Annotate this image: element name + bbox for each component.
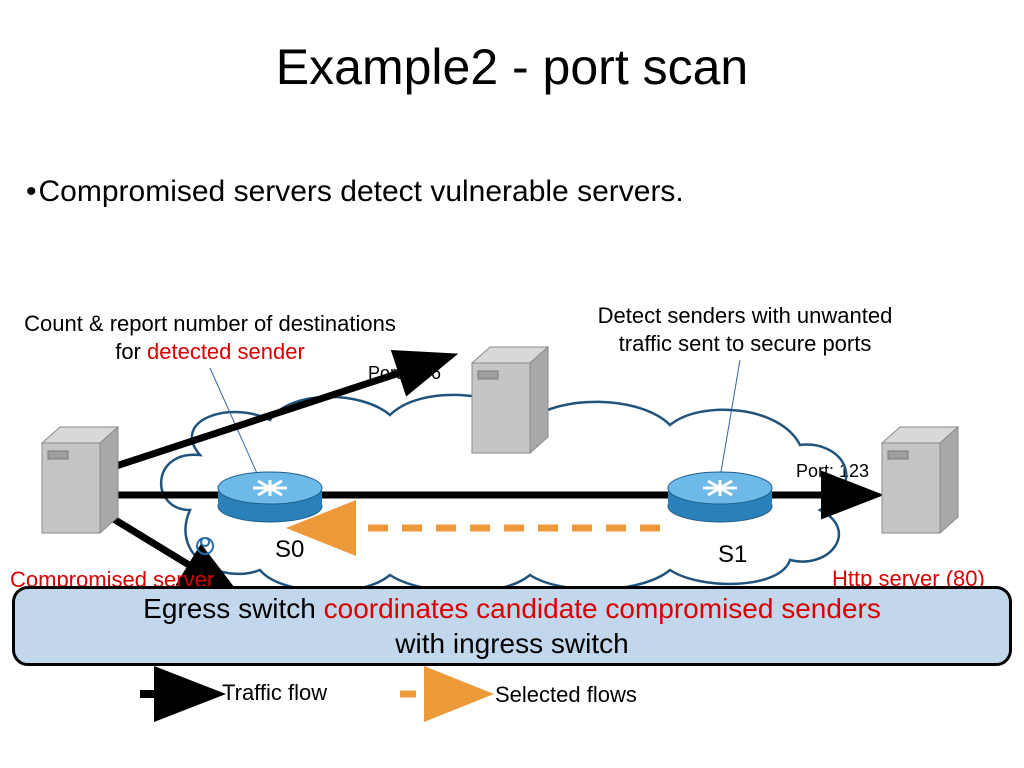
callout-pre: Egress switch: [143, 593, 324, 624]
annot-left-l1: Count & report number of destinations: [24, 311, 396, 336]
compromised-label: Compromised server: [10, 566, 260, 588]
router-s0: [215, 470, 325, 520]
server-left: [30, 425, 120, 535]
bullet-text: Compromised servers detect vulnerable se…: [26, 175, 684, 209]
annot-right-l2: traffic sent to secure ports: [619, 331, 872, 356]
swirl-icon: [197, 538, 213, 554]
annotation-left: Count & report number of destinations fo…: [10, 310, 410, 365]
router-s1-label: S1: [718, 540, 747, 570]
annot-line-left: [210, 368, 260, 480]
annot-left-pre: for: [115, 339, 147, 364]
server-right: [870, 425, 960, 535]
callout-red: coordinates candidate compromised sender…: [324, 593, 881, 624]
annotation-right: Detect senders with unwanted traffic sen…: [580, 302, 910, 357]
annot-line-right: [720, 360, 740, 478]
annot-right-l1: Detect senders with unwanted: [598, 303, 893, 328]
callout-text: Egress switch coordinates candidate comp…: [143, 591, 881, 661]
callout-line2: with ingress switch: [395, 628, 628, 659]
legend-selected-label: Selected flows: [495, 682, 637, 708]
page-title: Example2 - port scan: [0, 38, 1024, 96]
annot-left-red: detected sender: [147, 339, 305, 364]
port-456-label: Port: 456: [368, 362, 441, 385]
server-middle: [460, 345, 550, 455]
port-123-label: Port: 123: [796, 460, 869, 483]
router-s0-label: S0: [275, 535, 304, 565]
legend-traffic-label: Traffic flow: [222, 680, 327, 706]
callout-box: Egress switch coordinates candidate comp…: [12, 586, 1012, 666]
router-s1: [665, 470, 775, 520]
